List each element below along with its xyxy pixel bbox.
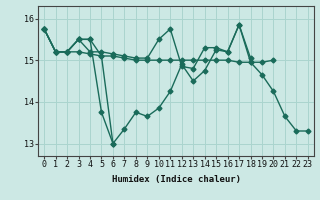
X-axis label: Humidex (Indice chaleur): Humidex (Indice chaleur) [111, 175, 241, 184]
